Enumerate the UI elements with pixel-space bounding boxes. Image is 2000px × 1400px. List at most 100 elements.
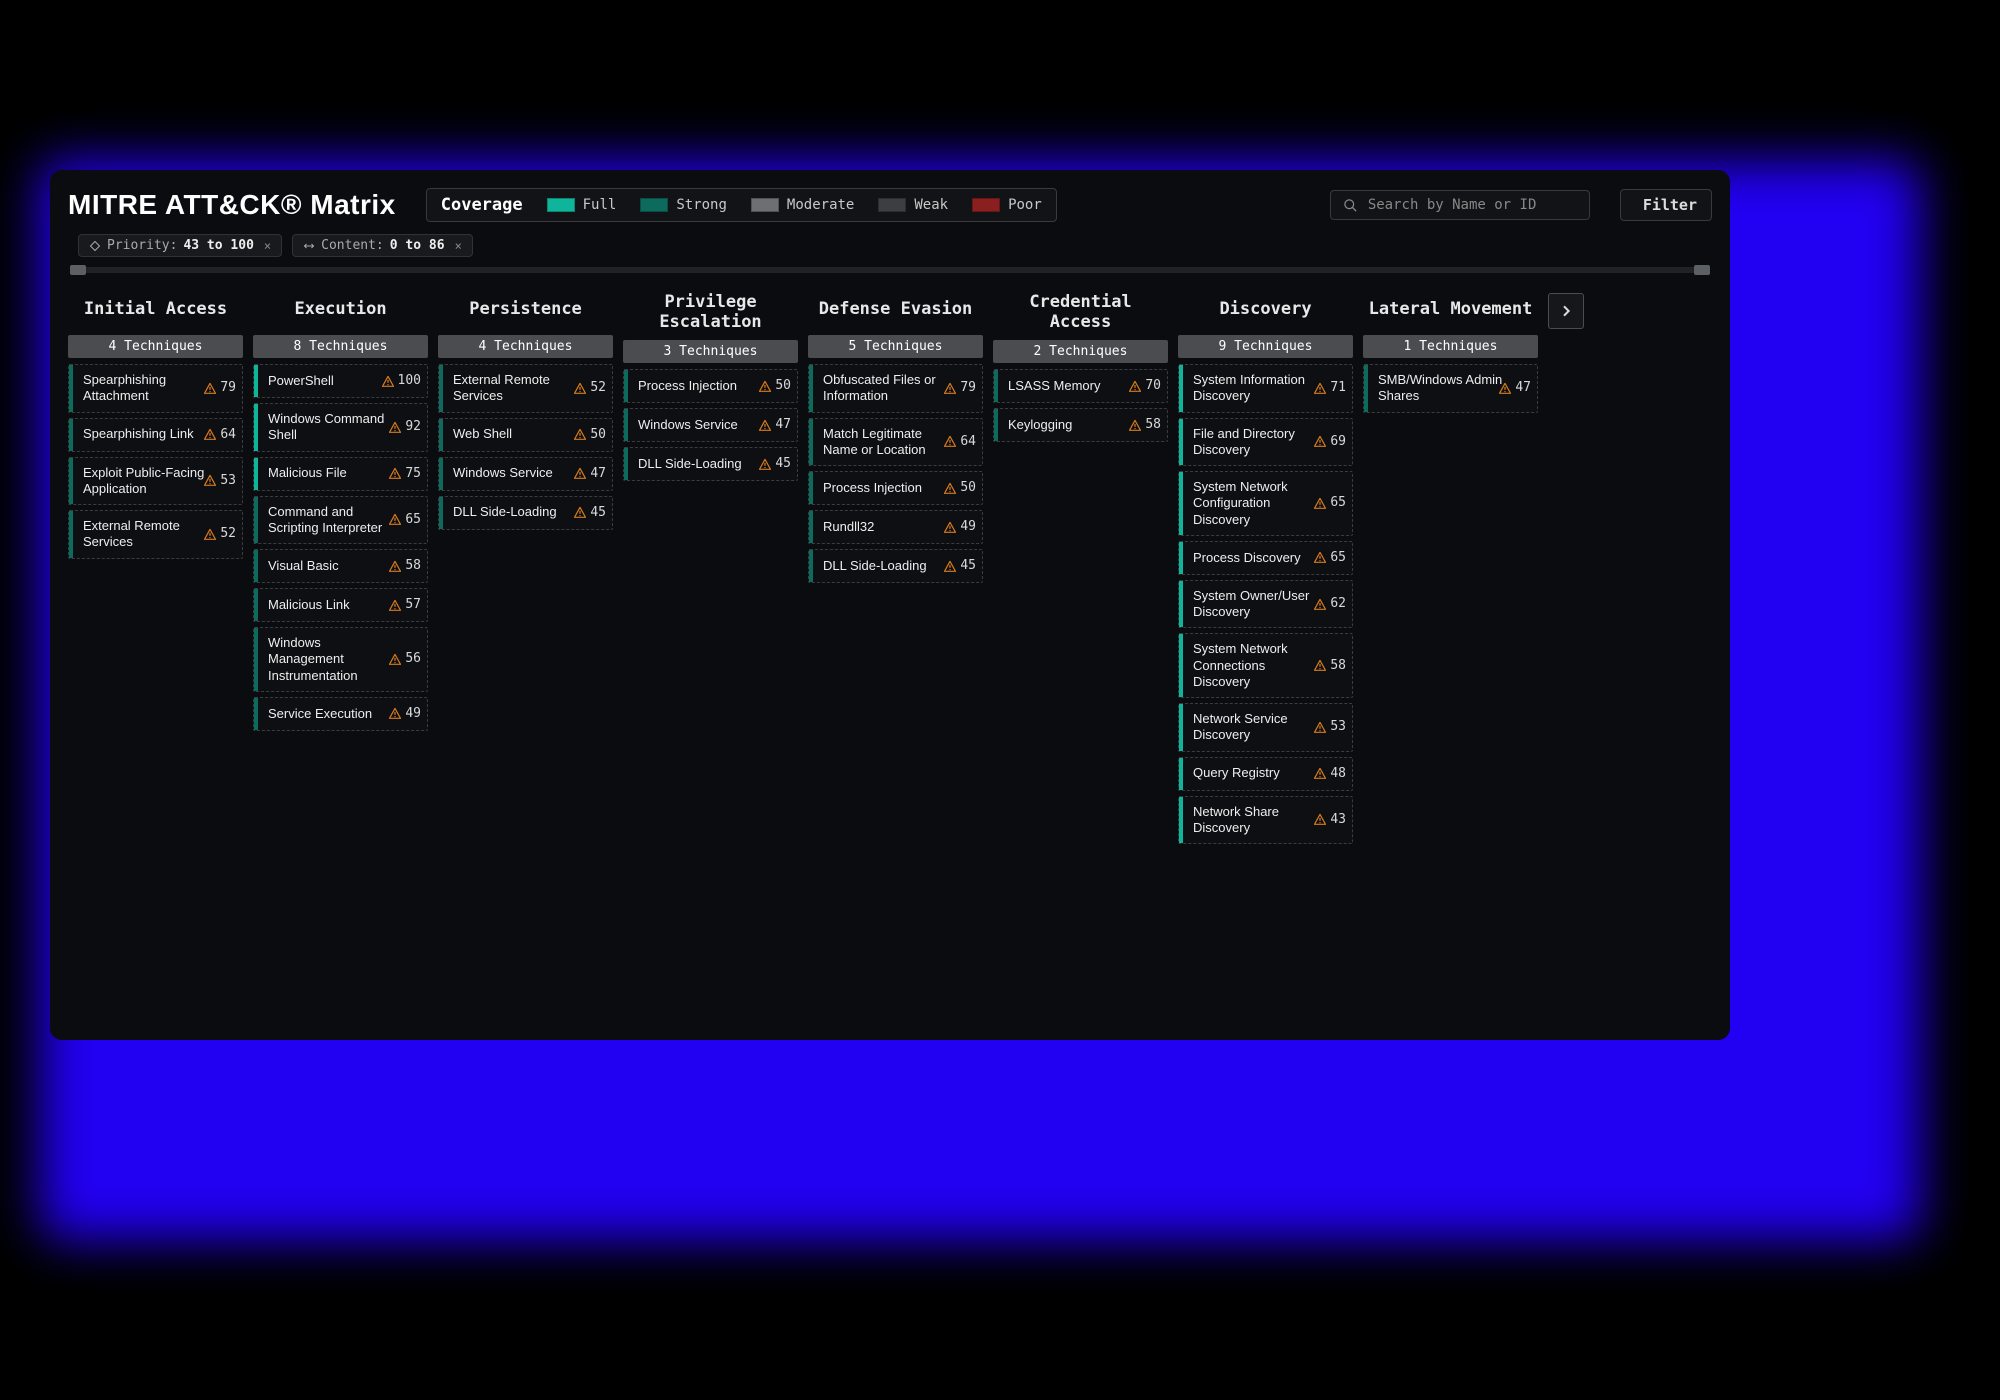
scroll-knob-left[interactable]: [70, 265, 86, 275]
technique-cell[interactable]: DLL Side-Loading45: [808, 549, 983, 583]
technique-cell[interactable]: Windows Command Shell92: [253, 403, 428, 452]
scroll-right-button[interactable]: [1548, 293, 1584, 329]
technique-cell[interactable]: Web Shell50: [438, 418, 613, 452]
technique-label: SMB/Windows Admin Shares: [1374, 372, 1507, 405]
technique-label: Windows Management Instrumentation: [264, 635, 397, 684]
technique-label: External Remote Services: [79, 518, 212, 551]
technique-cell[interactable]: Windows Service47: [438, 457, 613, 491]
technique-label: Windows Command Shell: [264, 411, 397, 444]
scroll-knob-right[interactable]: [1694, 265, 1710, 275]
technique-cell[interactable]: Process Discovery65: [1178, 541, 1353, 575]
tactic-header[interactable]: Credential Access: [993, 287, 1168, 340]
technique-cell[interactable]: Visual Basic58: [253, 549, 428, 583]
technique-cell[interactable]: External Remote Services52: [438, 364, 613, 413]
tactic-column: Credential Access2 TechniquesLSASS Memor…: [993, 287, 1168, 447]
technique-cell[interactable]: Keylogging58: [993, 408, 1168, 442]
warning-icon: [1314, 814, 1326, 825]
warning-icon: [574, 429, 586, 440]
technique-label: Command and Scripting Interpreter: [264, 504, 397, 537]
technique-cell[interactable]: Network Share Discovery43: [1178, 796, 1353, 845]
technique-cell[interactable]: Windows Service47: [623, 408, 798, 442]
tactic-header[interactable]: Defense Evasion: [808, 287, 983, 335]
technique-cell[interactable]: External Remote Services52: [68, 510, 243, 559]
technique-cell[interactable]: PowerShell100: [253, 364, 428, 398]
warning-icon: [389, 468, 401, 479]
search-placeholder: Search by Name or ID: [1368, 197, 1537, 213]
technique-cell[interactable]: Query Registry48: [1178, 757, 1353, 791]
tactic-column: Defense Evasion5 TechniquesObfuscated Fi…: [808, 287, 983, 588]
close-icon[interactable]: ×: [264, 239, 271, 253]
technique-label: File and Directory Discovery: [1189, 426, 1322, 459]
close-icon[interactable]: ×: [455, 239, 462, 253]
technique-cell[interactable]: Network Service Discovery53: [1178, 703, 1353, 752]
technique-label: System Information Discovery: [1189, 372, 1322, 405]
technique-cell[interactable]: System Network Connections Discovery58: [1178, 633, 1353, 698]
technique-cell[interactable]: Spearphishing Attachment79: [68, 364, 243, 413]
technique-cell[interactable]: System Owner/User Discovery62: [1178, 580, 1353, 629]
coverage-bar: [69, 419, 73, 451]
warning-icon: [944, 436, 956, 447]
technique-label: System Network Configuration Discovery: [1189, 479, 1322, 528]
priority-score: 62: [1314, 596, 1346, 612]
techniques-count: 8 Techniques: [253, 335, 428, 358]
legend-poor: Poor: [972, 197, 1042, 213]
tactic-column: Privilege Escalation3 TechniquesProcess …: [623, 287, 798, 486]
tactic-header[interactable]: Lateral Movement: [1363, 287, 1538, 335]
technique-label: Network Share Discovery: [1189, 804, 1322, 837]
chip-content[interactable]: Content: 0 to 86 ×: [292, 234, 473, 257]
warning-icon: [1129, 420, 1141, 431]
priority-score: 64: [204, 426, 236, 442]
technique-cell[interactable]: DLL Side-Loading45: [438, 496, 613, 530]
priority-score: 49: [389, 706, 421, 722]
technique-cell[interactable]: System Information Discovery71: [1178, 364, 1353, 413]
tactic-header[interactable]: Privilege Escalation: [623, 287, 798, 340]
priority-score: 71: [1314, 380, 1346, 396]
tactic-header[interactable]: Execution: [253, 287, 428, 335]
tactic-header[interactable]: Persistence: [438, 287, 613, 335]
coverage-bar: [1179, 704, 1183, 751]
technique-label: Exploit Public-Facing Application: [79, 465, 212, 498]
technique-label: Malicious File: [264, 465, 347, 481]
technique-label: Service Execution: [264, 706, 372, 722]
technique-cell[interactable]: Exploit Public-Facing Application53: [68, 457, 243, 506]
warning-icon: [1314, 660, 1326, 671]
technique-cell[interactable]: DLL Side-Loading45: [623, 447, 798, 481]
priority-score: 79: [204, 380, 236, 396]
coverage-bar: [1179, 365, 1183, 412]
legend-full: Full: [547, 197, 617, 213]
technique-cell[interactable]: Rundll3249: [808, 510, 983, 544]
technique-cell[interactable]: Match Legitimate Name or Location64: [808, 418, 983, 467]
technique-cell[interactable]: Malicious Link57: [253, 588, 428, 622]
technique-label: Visual Basic: [264, 558, 339, 574]
warning-icon: [1499, 383, 1511, 394]
technique-cell[interactable]: System Network Configuration Discovery65: [1178, 471, 1353, 536]
tactic-header[interactable]: Discovery: [1178, 287, 1353, 335]
horizontal-scroll-track[interactable]: [70, 267, 1710, 273]
warning-icon: [1314, 498, 1326, 509]
coverage-bar: [254, 458, 258, 490]
priority-score: 92: [389, 419, 421, 435]
chevron-right-icon: [1558, 303, 1574, 319]
search-input[interactable]: Search by Name or ID: [1330, 190, 1590, 220]
priority-score: 100: [382, 373, 421, 389]
coverage-bar: [254, 589, 258, 621]
technique-cell[interactable]: Process Injection50: [623, 369, 798, 403]
technique-cell[interactable]: Service Execution 49: [253, 697, 428, 731]
technique-cell[interactable]: SMB/Windows Admin Shares47: [1363, 364, 1538, 413]
technique-cell[interactable]: Malicious File75: [253, 457, 428, 491]
priority-score: 70: [1129, 378, 1161, 394]
technique-cell[interactable]: Obfuscated Files or Information79: [808, 364, 983, 413]
technique-cell[interactable]: File and Directory Discovery69: [1178, 418, 1353, 467]
coverage-bar: [994, 409, 998, 441]
technique-cell[interactable]: LSASS Memory70: [993, 369, 1168, 403]
filter-button[interactable]: Filter: [1620, 189, 1712, 221]
chip-priority[interactable]: Priority: 43 to 100 ×: [78, 234, 282, 257]
technique-label: Process Injection: [819, 480, 922, 496]
priority-score: 53: [204, 473, 236, 489]
technique-cell[interactable]: Spearphishing Link64: [68, 418, 243, 452]
technique-cell[interactable]: Windows Management Instrumentation56: [253, 627, 428, 692]
technique-cell[interactable]: Command and Scripting Interpreter65: [253, 496, 428, 545]
coverage-bar: [809, 419, 813, 466]
technique-cell[interactable]: Process Injection50: [808, 471, 983, 505]
tactic-header[interactable]: Initial Access: [68, 287, 243, 335]
